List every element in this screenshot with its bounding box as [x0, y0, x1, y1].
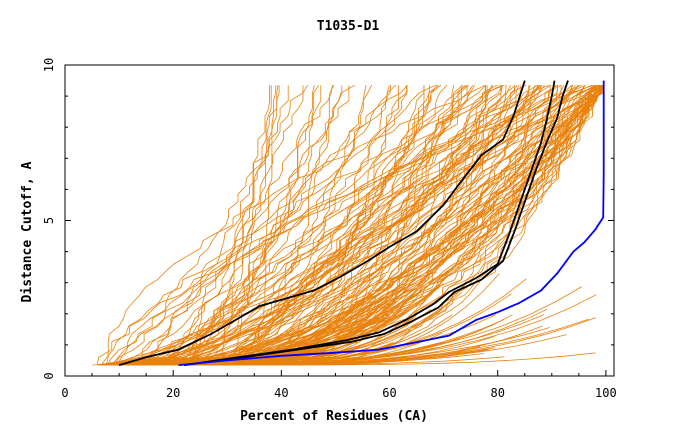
y-tick-label: 5: [42, 217, 56, 224]
model-curve: [179, 348, 488, 366]
model-curve: [211, 85, 367, 366]
x-tick-label: 40: [274, 386, 288, 400]
chart-title: T1035-D1: [317, 19, 380, 34]
model-curve: [144, 84, 397, 366]
model-curve: [191, 85, 333, 366]
model-curve: [190, 85, 503, 366]
model-curve: [248, 84, 518, 366]
model-curve: [210, 85, 425, 366]
x-tick-label: 80: [490, 386, 504, 400]
model-curve: [209, 85, 597, 366]
series-line-3: [178, 80, 605, 366]
series-line-2: [183, 80, 569, 366]
model-curve: [152, 85, 270, 366]
highlight-curves: [118, 80, 605, 366]
x-axis-label: Percent of Residues (CA): [240, 409, 428, 424]
model-curve: [113, 327, 550, 366]
model-curve: [102, 84, 442, 366]
model-curve: [103, 85, 280, 366]
model-curve: [235, 84, 595, 366]
model-curve: [216, 352, 596, 366]
model-curve: [123, 294, 597, 366]
model-curve: [165, 84, 438, 366]
model-curve: [101, 84, 505, 366]
model-curve: [139, 85, 372, 366]
model-curve: [134, 84, 601, 366]
model-curve: [109, 85, 289, 366]
model-curve: [183, 273, 369, 366]
x-tick-label: 20: [166, 386, 180, 400]
x-tick-label: 100: [595, 386, 617, 400]
model-curve: [124, 85, 390, 366]
model-curve: [218, 85, 512, 366]
model-curve: [252, 84, 463, 366]
model-curve: [137, 84, 604, 366]
x-tick-label: 0: [61, 386, 68, 400]
model-curve: [193, 85, 519, 366]
model-curve: [164, 85, 486, 366]
model-curve: [132, 85, 595, 366]
model-curve: [114, 84, 408, 366]
model-curve: [219, 85, 502, 366]
model-curve: [138, 85, 343, 366]
model-curve: [223, 85, 602, 366]
model-curve: [243, 84, 557, 366]
series-line-0: [118, 80, 526, 366]
model-curve: [234, 85, 279, 366]
series-line-1: [183, 80, 556, 366]
model-curve: [235, 85, 605, 366]
model-curve: [153, 85, 603, 366]
model-curve: [134, 84, 516, 366]
model-curve: [155, 84, 474, 366]
model-curve: [224, 85, 407, 366]
x-axis: 0 20 40 60 80 100: [61, 370, 617, 400]
model-curve: [252, 85, 462, 366]
model-curve: [111, 85, 601, 366]
model-curve: [98, 84, 552, 366]
model-curve: [146, 291, 463, 366]
model-curve: [212, 85, 531, 366]
model-curves: [92, 84, 605, 366]
model-curve: [105, 84, 486, 366]
y-tick-label: 0: [42, 372, 56, 379]
model-curve: [148, 293, 512, 366]
model-curve: [228, 84, 545, 366]
model-curve: [204, 84, 604, 366]
model-curve: [100, 84, 558, 366]
model-curve: [252, 84, 576, 366]
model-curve: [211, 85, 486, 366]
model-curve: [125, 84, 356, 366]
model-curve: [145, 84, 476, 366]
model-curve: [235, 85, 542, 366]
model-curve: [173, 84, 596, 366]
model-curve: [195, 85, 391, 366]
model-curve: [135, 84, 600, 366]
model-curve: [106, 85, 304, 366]
model-curve: [102, 85, 598, 366]
model-curve: [96, 84, 594, 366]
y-axis: 0 5 10: [42, 58, 614, 380]
x-tick-label: 60: [382, 386, 396, 400]
model-curve: [115, 283, 444, 366]
y-tick-label: 10: [42, 58, 56, 72]
model-curve: [129, 274, 387, 366]
y-axis-label: Distance Cutoff, A: [20, 161, 35, 302]
model-curve: [139, 84, 439, 366]
